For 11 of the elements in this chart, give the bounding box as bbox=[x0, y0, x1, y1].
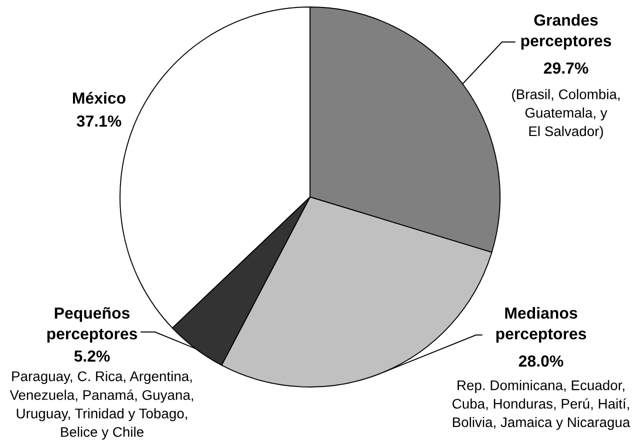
slice-label: México bbox=[72, 92, 126, 104]
slice-label: Medianos perceptores bbox=[496, 307, 586, 343]
slice-label: Pequeños perceptores bbox=[47, 307, 138, 343]
data-label: 28.0% bbox=[518, 355, 564, 367]
data-label: 5.2% bbox=[74, 350, 110, 362]
text: (Brasil, Colombia, Guatemala, y El Salvador) bbox=[512, 89, 620, 139]
data-label: 37.1% bbox=[76, 115, 122, 127]
data-label: 29.7% bbox=[544, 62, 588, 74]
text: Rep. Dominicana, Ecuador, Cuba, Honduras, Perú, Haití, Bolivia, Jamaica y Nicaragua bbox=[452, 380, 630, 430]
text: Paraguay, C. Rica, Argentina, Venezuela, Panamá, Guyana, Uruguay, Trinidad y Tobago, Belice y Chile bbox=[10, 371, 194, 440]
slice-label: Grandes perceptores bbox=[521, 14, 612, 50]
